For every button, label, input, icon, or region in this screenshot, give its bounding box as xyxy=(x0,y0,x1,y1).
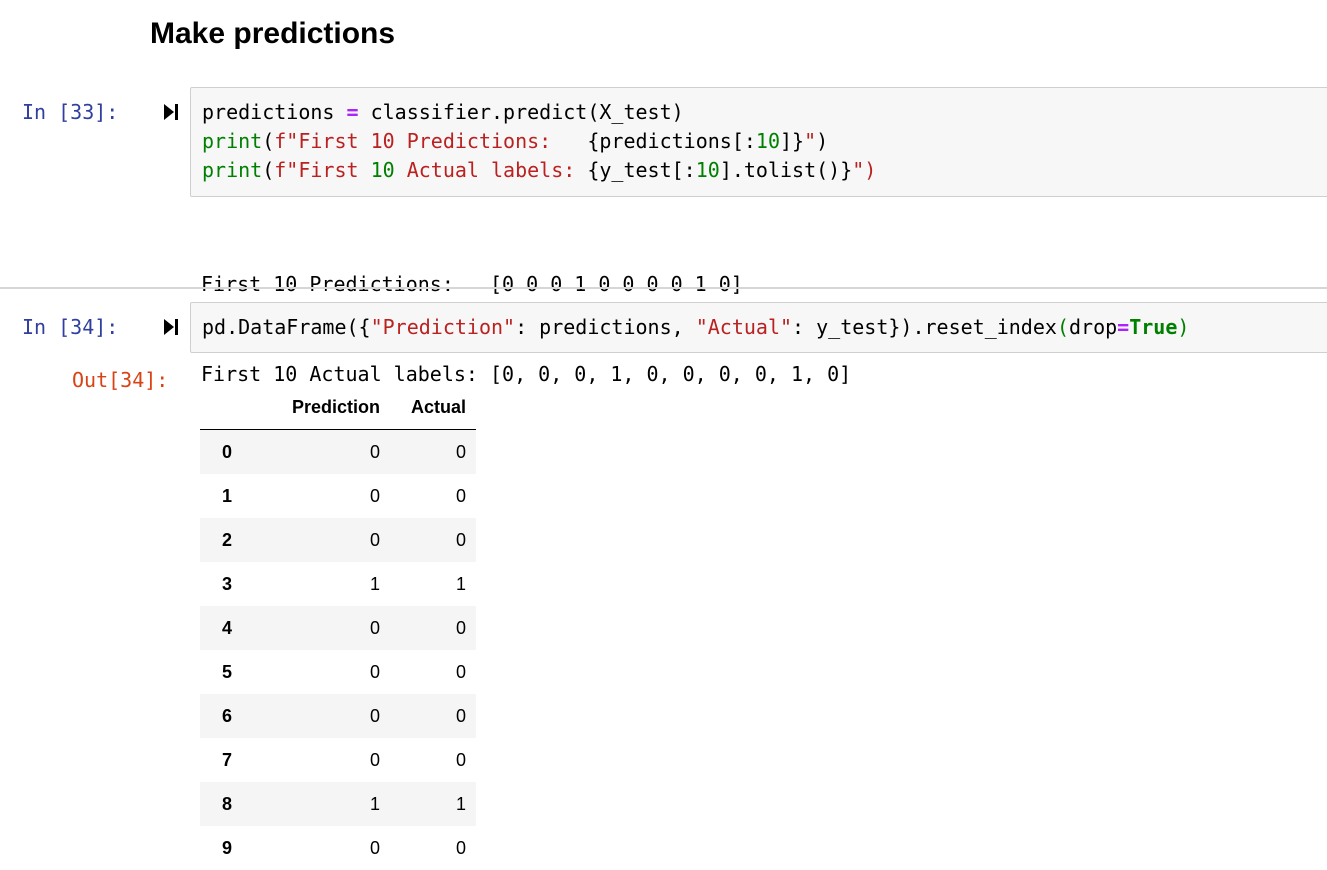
row-index: 0 xyxy=(222,441,233,462)
code-token: ( xyxy=(262,158,275,182)
row-index: 9 xyxy=(222,837,233,858)
code-token: 10 xyxy=(695,158,720,182)
code-token: ( xyxy=(262,129,275,153)
table-row: 3 1 1 xyxy=(200,562,476,606)
table-header-row: Prediction Actual xyxy=(200,385,476,430)
code-token: {predictions[: xyxy=(587,129,756,153)
table-row: 0 0 0 xyxy=(200,429,476,474)
index-header xyxy=(200,385,266,430)
section-heading: Make predictions xyxy=(150,17,396,50)
code-token: drop xyxy=(1068,315,1118,339)
row-index: 3 xyxy=(222,573,233,594)
code-token: f"First 10 Predictions: xyxy=(274,129,588,153)
code-token: print xyxy=(202,129,263,153)
table-row: 5 0 0 xyxy=(200,650,476,694)
code-token: : predictions, xyxy=(515,315,696,339)
cell-output-33: First 10 Predictions: [0 0 0 1 0 0 0 0 1… xyxy=(201,209,851,449)
code-token: True xyxy=(1129,315,1178,339)
code-token: " xyxy=(804,129,817,153)
table-row: 8 1 1 xyxy=(200,782,476,826)
code-token: pd.DataFrame({ xyxy=(202,315,371,339)
in-prompt-34: In [34]: xyxy=(22,315,119,339)
code-token: classifier.predict(X_test) xyxy=(358,100,684,124)
prediction-cell: 1 xyxy=(369,793,380,814)
prediction-cell: 0 xyxy=(369,837,380,858)
in-prompt-33: In [33]: xyxy=(22,100,119,124)
actual-cell: 0 xyxy=(455,617,466,638)
run-cell-icon[interactable] xyxy=(162,102,180,122)
code-token: f"First xyxy=(274,158,371,182)
row-index: 8 xyxy=(222,793,233,814)
code-token: 10 xyxy=(755,129,781,153)
code-token: ) xyxy=(1177,315,1190,339)
output-line: First 10 Actual labels: [0, 0, 0, 1, 0, … xyxy=(201,362,852,386)
run-cell-icon[interactable] xyxy=(162,317,180,337)
code-token: {y_test[: xyxy=(587,158,696,182)
prediction-cell: 0 xyxy=(369,529,380,550)
table-row: 2 0 0 xyxy=(200,518,476,562)
row-index: 5 xyxy=(222,661,233,682)
code-token: ) xyxy=(816,129,829,153)
prediction-cell: 0 xyxy=(369,749,380,770)
prediction-cell: 0 xyxy=(369,705,380,726)
code-token: : y_test}).reset_index xyxy=(792,315,1057,339)
prediction-cell: 0 xyxy=(369,441,380,462)
actual-cell: 0 xyxy=(455,837,466,858)
actual-cell: 0 xyxy=(455,485,466,506)
code-token: = xyxy=(346,100,359,124)
code-token: Actual labels: xyxy=(394,158,588,182)
prediction-cell: 0 xyxy=(369,617,380,638)
actual-cell: 0 xyxy=(455,529,466,550)
table-row: 1 0 0 xyxy=(200,474,476,518)
code-line: pd.DataFrame({"Prediction": predictions,… xyxy=(202,313,1327,342)
table-row: 6 0 0 xyxy=(200,694,476,738)
code-token: "Actual" xyxy=(695,315,793,339)
code-token: print xyxy=(202,158,263,182)
row-index: 6 xyxy=(222,705,233,726)
code-token: ( xyxy=(1056,315,1069,339)
column-header-prediction: Prediction xyxy=(266,385,390,430)
actual-cell: 0 xyxy=(455,661,466,682)
table-row: 9 0 0 xyxy=(200,826,476,870)
row-index: 7 xyxy=(222,749,233,770)
code-token: 10 xyxy=(370,158,395,182)
code-line: print(f"First 10 Actual labels: {y_test[… xyxy=(202,156,1327,185)
column-header-actual: Actual xyxy=(390,385,476,430)
row-index: 4 xyxy=(222,617,233,638)
actual-cell: 0 xyxy=(455,441,466,462)
row-index: 1 xyxy=(222,485,233,506)
code-token: predictions xyxy=(202,100,347,124)
code-line: predictions = classifier.predict(X_test) xyxy=(202,98,1327,127)
table-row: 7 0 0 xyxy=(200,738,476,782)
cell-divider xyxy=(0,287,1327,289)
code-token: ]} xyxy=(780,129,805,153)
prediction-cell: 0 xyxy=(369,485,380,506)
output-line: First 10 Predictions: [0 0 0 1 0 0 0 0 1… xyxy=(201,272,743,296)
code-input-34[interactable]: pd.DataFrame({"Prediction": predictions,… xyxy=(190,302,1327,353)
row-index: 2 xyxy=(222,529,233,550)
prediction-cell: 0 xyxy=(369,661,380,682)
actual-cell: 0 xyxy=(455,749,466,770)
code-token: = xyxy=(1117,315,1130,339)
table-row: 4 0 0 xyxy=(200,606,476,650)
out-prompt-34: Out[34]: xyxy=(72,368,169,392)
prediction-cell: 1 xyxy=(369,573,380,594)
actual-cell: 0 xyxy=(455,705,466,726)
code-line: print(f"First 10 Predictions: {predictio… xyxy=(202,127,1327,156)
code-token: ].tolist()} xyxy=(719,158,853,182)
actual-cell: 1 xyxy=(455,793,466,814)
code-input-33[interactable]: predictions = classifier.predict(X_test)… xyxy=(190,87,1327,197)
code-token: ") xyxy=(852,158,877,182)
code-token: "Prediction" xyxy=(370,315,516,339)
actual-cell: 1 xyxy=(455,573,466,594)
